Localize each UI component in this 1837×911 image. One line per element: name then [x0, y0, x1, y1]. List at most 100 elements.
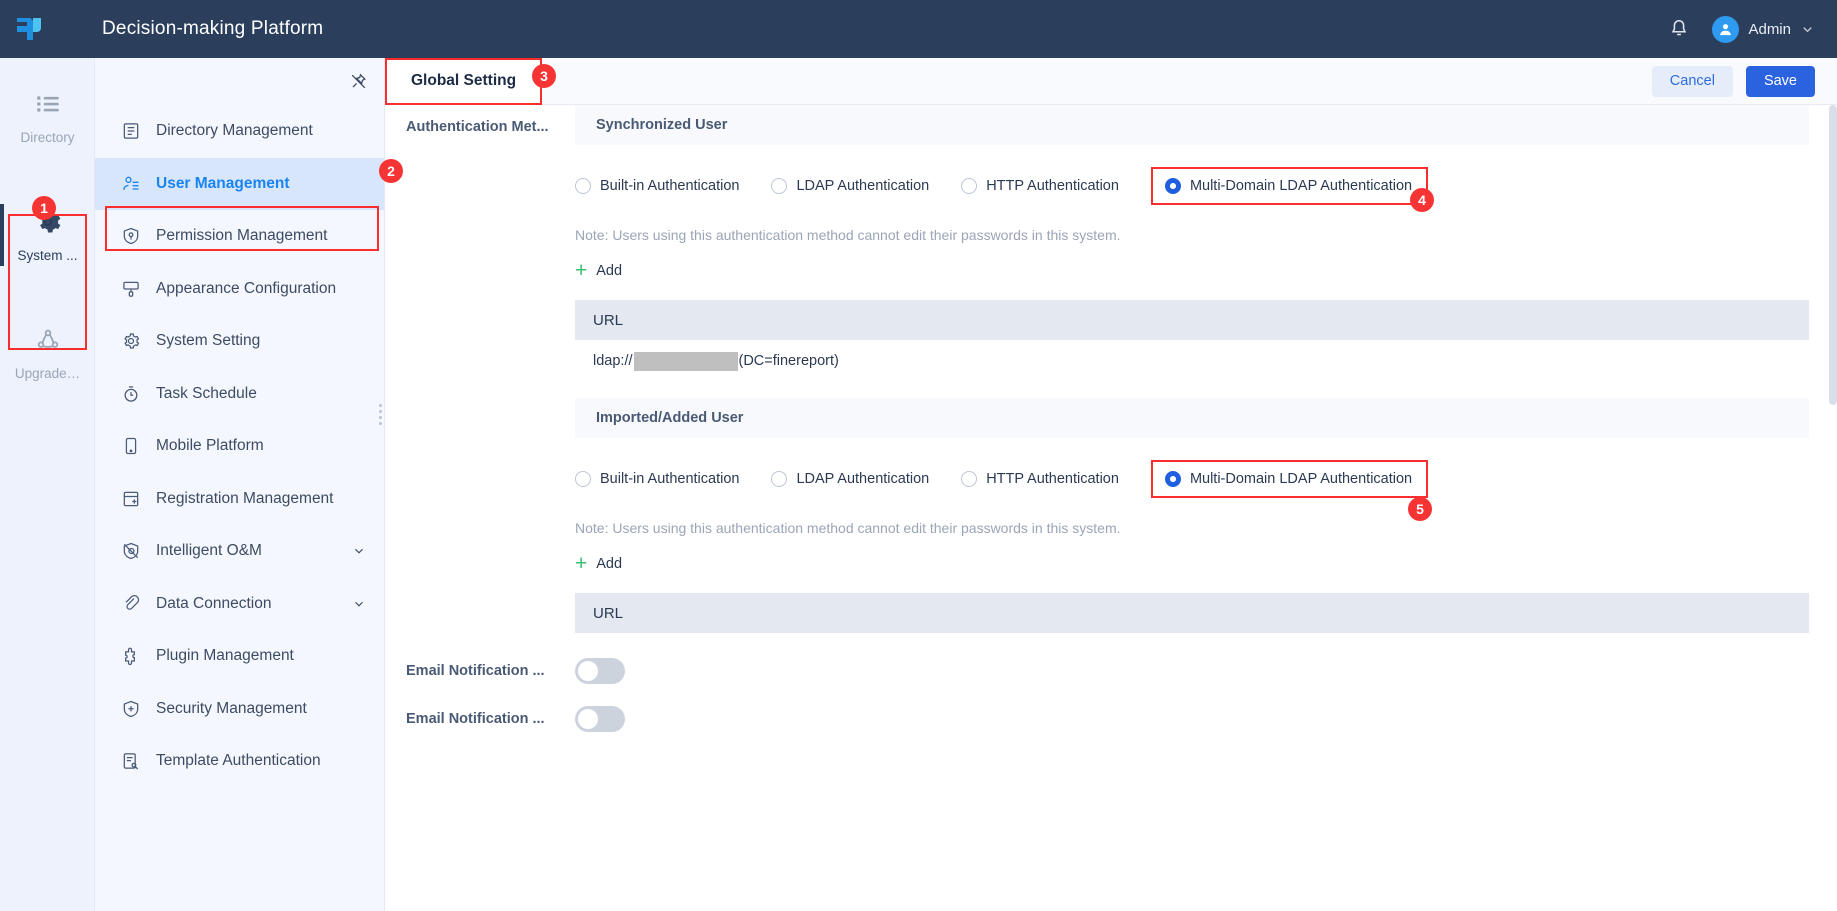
pin-off-icon[interactable]	[349, 72, 368, 91]
imported-user-note: Note: Users using this authentication me…	[575, 520, 1121, 536]
save-button[interactable]: Save	[1745, 65, 1815, 97]
settings-form: Authentication Met... Synchronized User …	[385, 105, 1837, 911]
user-menu[interactable]: Admin	[1712, 15, 1815, 43]
annotation-badge-5: 5	[1408, 497, 1432, 521]
platform-logo[interactable]	[0, 0, 58, 58]
plugin-icon	[121, 646, 141, 666]
sidebar-item-permission-management[interactable]: Permission Management	[95, 210, 384, 263]
radio-multi-domain-ldap-authentication-imported[interactable]: Multi-Domain LDAP Authentication	[1150, 460, 1429, 498]
radio-label: Built-in Authentication	[600, 178, 740, 194]
scrollbar-thumb[interactable]	[1829, 105, 1837, 405]
toggle-knob	[578, 709, 598, 729]
sidebar-item-task-schedule[interactable]: Task Schedule	[95, 368, 384, 421]
add-url-button-sync[interactable]: + Add	[575, 243, 623, 282]
radio-indicator	[575, 471, 591, 487]
rail-item-upgrade[interactable]: Upgrade…	[0, 294, 95, 412]
url-table-header-sync: URL	[575, 300, 1809, 340]
appearance-icon	[121, 279, 141, 299]
email-notification-toggle-1[interactable]	[575, 658, 625, 684]
radio-indicator	[1164, 178, 1181, 194]
toggle-knob	[578, 661, 598, 681]
sidebar-item-data-connection[interactable]: Data Connection	[95, 578, 384, 631]
sidebar-item-label: Data Connection	[156, 594, 272, 612]
nav-toolbar	[95, 58, 384, 105]
annotation-badge-1: 1	[32, 196, 56, 220]
radio-ldap-authentication-imported[interactable]: LDAP Authentication	[771, 471, 929, 487]
gear-icon	[121, 331, 141, 351]
authentication-method-label: Authentication Met...	[406, 119, 549, 135]
nav-item-list: Directory Management User Management Per…	[95, 105, 384, 788]
sidebar-item-label: System Setting	[156, 332, 261, 350]
chevron-down-icon[interactable]	[352, 544, 366, 558]
rail-item-directory[interactable]: Directory	[0, 58, 95, 176]
radio-label: Multi-Domain LDAP Authentication	[1189, 471, 1413, 487]
timer-icon	[121, 384, 141, 404]
radio-label: HTTP Authentication	[986, 178, 1119, 194]
chevron-down-icon[interactable]	[352, 597, 366, 611]
sidebar-item-label: Registration Management	[156, 489, 334, 507]
radio-multi-domain-ldap-authentication-sync[interactable]: Multi-Domain LDAP Authentication	[1150, 167, 1429, 205]
plus-icon: +	[575, 259, 588, 282]
radio-indicator	[771, 178, 788, 194]
handle-dot	[379, 422, 382, 425]
email-notification-toggle-2[interactable]	[575, 706, 625, 732]
user-icon	[121, 174, 141, 194]
url-suffix: (DC=finereport)	[738, 353, 839, 369]
sidebar-item-label: Permission Management	[156, 227, 328, 245]
sidebar-item-system-setting[interactable]: System Setting	[95, 315, 384, 368]
sidebar-item-label: Directory Management	[156, 122, 313, 140]
redacted-host	[633, 351, 738, 371]
cancel-button[interactable]: Cancel	[1651, 65, 1733, 97]
sidebar-item-label: Security Management	[156, 699, 307, 717]
add-url-button-imported[interactable]: + Add	[575, 536, 622, 575]
logo-icon	[17, 18, 41, 40]
page-title: Decision-making Platform	[102, 18, 324, 39]
notification-bell-icon[interactable]	[1668, 18, 1690, 40]
radio-label: LDAP Authentication	[796, 178, 930, 194]
sidebar-item-label: Appearance Configuration	[156, 279, 337, 297]
sidebar-item-label: Task Schedule	[156, 384, 257, 402]
rail-item-label: Upgrade…	[14, 366, 81, 381]
radio-ldap-authentication-sync[interactable]: LDAP Authentication	[771, 178, 929, 194]
sidebar-item-directory-management[interactable]: Directory Management	[95, 105, 384, 158]
radio-indicator	[575, 178, 591, 194]
sidebar-item-appearance-configuration[interactable]: Appearance Configuration	[95, 263, 384, 316]
sidebar-item-security-management[interactable]: Security Management	[95, 683, 384, 736]
registration-icon	[121, 489, 141, 509]
sidebar-item-intelligent-om[interactable]: Intelligent O&M	[95, 525, 384, 578]
sidebar-item-mobile-platform[interactable]: Mobile Platform	[95, 420, 384, 473]
app-rail: Directory System ... Upgrade…	[0, 58, 95, 911]
sidebar-item-registration-management[interactable]: Registration Management	[95, 473, 384, 526]
email-notification-field-1	[575, 658, 1837, 684]
radio-http-authentication-sync[interactable]: HTTP Authentication	[961, 178, 1119, 194]
sidebar-item-plugin-management[interactable]: Plugin Management	[95, 630, 384, 683]
annotation-badge-3: 3	[532, 64, 556, 88]
radio-label: HTTP Authentication	[986, 471, 1119, 487]
upgrade-network-icon	[33, 325, 63, 355]
section-title: Synchronized User	[596, 117, 728, 133]
sidebar-item-template-authentication[interactable]: Template Authentication	[95, 735, 384, 788]
radio-built-in-authentication-imported[interactable]: Built-in Authentication	[575, 471, 739, 487]
url-prefix: ldap://	[593, 353, 633, 369]
main-scrollbar[interactable]	[1829, 105, 1837, 911]
email-notification-label: Email Notification ...	[406, 711, 545, 727]
sidebar-item-label: Template Authentication	[156, 752, 321, 770]
url-column-header: URL	[593, 604, 624, 622]
authentication-method-field: Synchronized User Built-in Authenticatio…	[575, 105, 1837, 633]
rail-item-system[interactable]: System ...	[0, 176, 95, 294]
radio-indicator	[1164, 471, 1181, 487]
header-action-buttons: Cancel Save	[1651, 65, 1837, 97]
rail-item-label: System ...	[17, 248, 78, 263]
add-label: Add	[596, 263, 623, 279]
radio-built-in-authentication-sync[interactable]: Built-in Authentication	[575, 178, 739, 194]
sidebar-item-user-management[interactable]: User Management	[95, 157, 384, 210]
email-notification-row-2: Email Notification ...	[385, 695, 1837, 743]
annotation-badge-4: 4	[1410, 188, 1434, 212]
user-avatar-icon	[1720, 23, 1732, 35]
tab-global-setting[interactable]: Global Setting	[385, 57, 543, 105]
url-column-header: URL	[593, 311, 624, 329]
plus-icon: +	[575, 552, 588, 575]
radio-http-authentication-imported[interactable]: HTTP Authentication	[961, 471, 1119, 487]
url-table-row[interactable]: ldap:// (DC=finereport)	[575, 340, 1809, 382]
